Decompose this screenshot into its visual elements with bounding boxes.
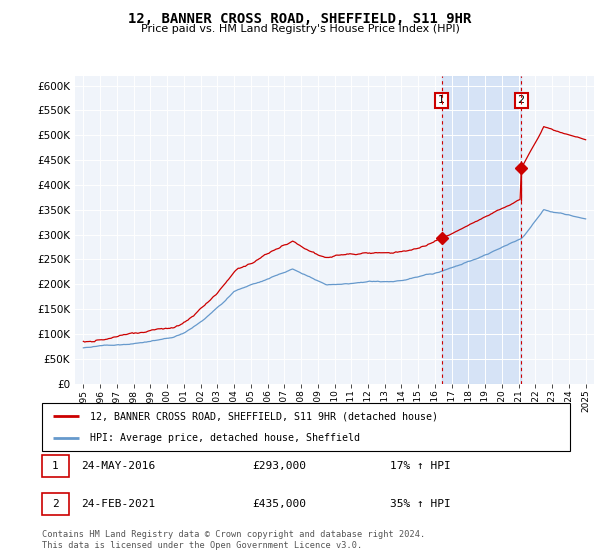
Text: This data is licensed under the Open Government Licence v3.0.: This data is licensed under the Open Gov… bbox=[42, 541, 362, 550]
Text: £293,000: £293,000 bbox=[252, 461, 306, 471]
Bar bbox=[442, 76, 521, 384]
Text: 1: 1 bbox=[438, 95, 445, 105]
Text: 17% ↑ HPI: 17% ↑ HPI bbox=[390, 461, 451, 471]
Text: 1: 1 bbox=[52, 461, 59, 471]
Text: HPI: Average price, detached house, Sheffield: HPI: Average price, detached house, Shef… bbox=[89, 433, 359, 443]
Text: Contains HM Land Registry data © Crown copyright and database right 2024.: Contains HM Land Registry data © Crown c… bbox=[42, 530, 425, 539]
Text: £435,000: £435,000 bbox=[252, 499, 306, 509]
Text: Price paid vs. HM Land Registry's House Price Index (HPI): Price paid vs. HM Land Registry's House … bbox=[140, 24, 460, 34]
Text: 24-FEB-2021: 24-FEB-2021 bbox=[81, 499, 155, 509]
Text: 2: 2 bbox=[518, 95, 525, 105]
Text: 12, BANNER CROSS ROAD, SHEFFIELD, S11 9HR (detached house): 12, BANNER CROSS ROAD, SHEFFIELD, S11 9H… bbox=[89, 411, 437, 421]
Text: 24-MAY-2016: 24-MAY-2016 bbox=[81, 461, 155, 471]
Text: 12, BANNER CROSS ROAD, SHEFFIELD, S11 9HR: 12, BANNER CROSS ROAD, SHEFFIELD, S11 9H… bbox=[128, 12, 472, 26]
Text: 2: 2 bbox=[52, 499, 59, 509]
Text: 35% ↑ HPI: 35% ↑ HPI bbox=[390, 499, 451, 509]
